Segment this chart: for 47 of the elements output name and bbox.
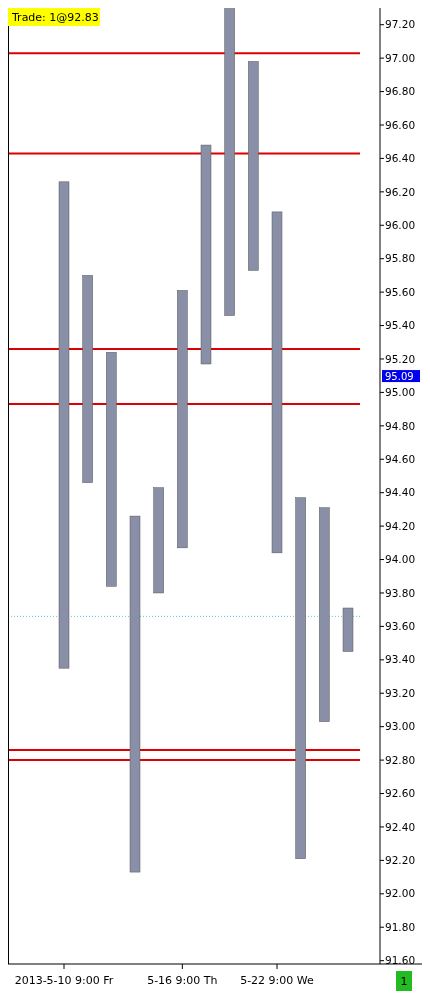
y-tick-label: 95.60 xyxy=(385,285,416,298)
y-tick-label: 93.40 xyxy=(385,653,416,666)
y-tick-label: 92.80 xyxy=(385,753,416,766)
y-tick-label: 91.80 xyxy=(385,920,416,933)
y-tick-label: 94.20 xyxy=(385,519,416,532)
y-tick-label: 92.40 xyxy=(385,820,416,833)
bar xyxy=(129,515,141,873)
y-tick-label: 96.80 xyxy=(385,85,416,98)
y-tick-label: 95.20 xyxy=(385,352,416,365)
bar xyxy=(248,61,259,271)
x-tick-label: 5-16 9:00 Th xyxy=(147,974,218,987)
bar xyxy=(153,487,164,594)
y-tick-label: 92.20 xyxy=(385,854,416,867)
y-tick-label: 93.20 xyxy=(385,686,416,699)
y-tick-label: 93.80 xyxy=(385,586,416,599)
y-tick-label: 91.60 xyxy=(385,954,416,967)
y-tick-label: 96.60 xyxy=(385,118,416,131)
x-tick-label: 2013-5-10 9:00 Fr xyxy=(14,974,114,987)
bar xyxy=(342,607,354,652)
y-tick-label: 96.00 xyxy=(385,218,416,231)
bar xyxy=(295,497,306,859)
text: 95.09 xyxy=(385,370,414,382)
y-tick-label: 95.80 xyxy=(385,252,416,265)
x-tick-label: 5-22 9:00 We xyxy=(240,974,315,987)
y-tick-label: 94.40 xyxy=(385,486,416,499)
y-tick-label: 93.60 xyxy=(385,620,416,633)
annotation: Trade: 1@92.83 xyxy=(11,11,99,24)
bar xyxy=(177,290,188,549)
bar xyxy=(58,181,70,669)
bar xyxy=(319,507,330,722)
bar xyxy=(271,211,283,554)
y-tick-label: 92.00 xyxy=(385,887,416,900)
y-tick-label: 95.40 xyxy=(385,319,416,332)
y-tick-label: 93.00 xyxy=(385,720,416,733)
y-tick-label: 94.00 xyxy=(385,553,416,566)
bar xyxy=(200,144,212,365)
y-tick-label: 97.20 xyxy=(385,18,416,31)
bar xyxy=(82,275,93,483)
text: 1 xyxy=(400,975,408,988)
y-tick-label: 95.00 xyxy=(385,386,416,399)
y-tick-label: 92.60 xyxy=(385,787,416,800)
y-tick-label: 96.20 xyxy=(385,185,416,198)
y-tick-label: 97.00 xyxy=(385,51,416,64)
y-tick-label: 94.60 xyxy=(385,452,416,465)
y-tick-label: 94.80 xyxy=(385,419,416,432)
bar xyxy=(106,352,117,587)
y-tick-label: 96.40 xyxy=(385,152,416,165)
